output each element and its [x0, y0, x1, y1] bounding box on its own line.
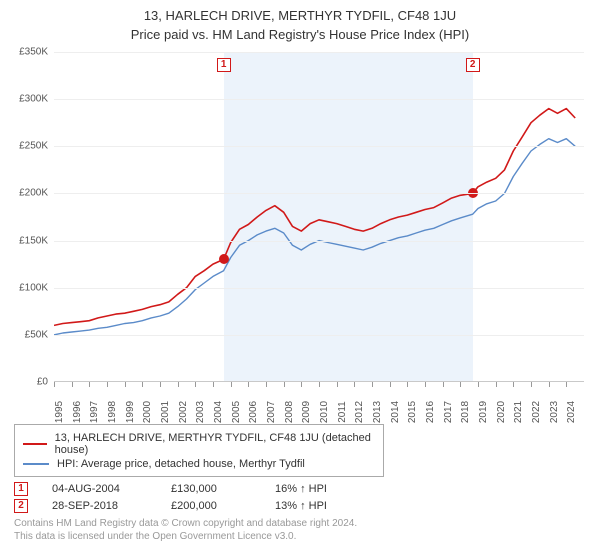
x-tick-label: 2013 [372, 401, 383, 423]
transaction-dot [219, 254, 229, 264]
x-tick-label: 2010 [319, 401, 330, 423]
x-tick-label: 2007 [266, 401, 277, 423]
transaction-box-marker: 1 [217, 58, 231, 72]
legend-swatch-hpi [23, 463, 49, 465]
title-main: 13, HARLECH DRIVE, MERTHYR TYDFIL, CF48 … [14, 8, 586, 23]
x-tick-label: 2018 [460, 401, 471, 423]
x-tick-label: 2006 [248, 401, 259, 423]
price-chart: £0£50K£100K£150K£200K£250K£300K£350K 12 … [14, 48, 586, 420]
footnote: Contains HM Land Registry data © Crown c… [14, 517, 586, 543]
y-tick-label: £200K [19, 188, 48, 199]
x-tick-label: 2022 [531, 401, 542, 423]
series-price_paid [54, 109, 575, 326]
series-svg [54, 52, 584, 382]
transaction-box-marker: 2 [466, 58, 480, 72]
legend-row-price: 13, HARLECH DRIVE, MERTHYR TYDFIL, CF48 … [23, 432, 375, 456]
x-tick-label: 2015 [407, 401, 418, 423]
grid-line [54, 241, 584, 242]
x-tick-label: 2014 [390, 401, 401, 423]
y-tick-label: £50K [25, 329, 48, 340]
title-sub: Price paid vs. HM Land Registry's House … [14, 27, 586, 42]
x-tick-label: 2019 [478, 401, 489, 423]
footnote-line: Contains HM Land Registry data © Crown c… [14, 517, 586, 530]
x-tick-label: 1996 [72, 401, 83, 423]
transaction-marker-2: 2 [14, 499, 28, 513]
x-tick-label: 2008 [284, 401, 295, 423]
x-tick-label: 2021 [513, 401, 524, 423]
y-tick-label: £300K [19, 94, 48, 105]
x-tick-label: 2000 [142, 401, 153, 423]
transaction-price: £200,000 [171, 500, 251, 512]
x-tick-label: 1998 [107, 401, 118, 423]
grid-line [54, 193, 584, 194]
x-tick-label: 2001 [160, 401, 171, 423]
transaction-row: 1 04-AUG-2004 £130,000 16% ↑ HPI [14, 482, 586, 496]
legend-swatch-price [23, 443, 47, 445]
legend-label-hpi: HPI: Average price, detached house, Mert… [57, 458, 305, 470]
x-tick-label: 2002 [178, 401, 189, 423]
footnote-line: This data is licensed under the Open Gov… [14, 530, 586, 543]
grid-line [54, 146, 584, 147]
y-tick-label: £350K [19, 47, 48, 58]
transaction-price: £130,000 [171, 483, 251, 495]
x-tick-label: 2016 [425, 401, 436, 423]
transaction-date: 04-AUG-2004 [52, 483, 147, 495]
grid-line [54, 99, 584, 100]
grid-line [54, 52, 584, 53]
x-tick-label: 1999 [125, 401, 136, 423]
plot-area: 12 [54, 52, 584, 382]
y-tick-label: £250K [19, 141, 48, 152]
x-tick-label: 2017 [443, 401, 454, 423]
x-tick-label: 2009 [301, 401, 312, 423]
legend-label-price: 13, HARLECH DRIVE, MERTHYR TYDFIL, CF48 … [55, 432, 375, 456]
x-tick-label: 2004 [213, 401, 224, 423]
transactions: 1 04-AUG-2004 £130,000 16% ↑ HPI 2 28-SE… [14, 482, 586, 513]
grid-line [54, 335, 584, 336]
x-tick-label: 1997 [89, 401, 100, 423]
series-hpi [54, 139, 575, 335]
x-tick-label: 2020 [496, 401, 507, 423]
y-tick-label: £0 [37, 377, 48, 388]
y-tick-label: £150K [19, 235, 48, 246]
transaction-marker-1: 1 [14, 482, 28, 496]
x-tick-label: 2023 [549, 401, 560, 423]
grid-line [54, 288, 584, 289]
chart-titles: 13, HARLECH DRIVE, MERTHYR TYDFIL, CF48 … [14, 8, 586, 42]
x-tick-label: 2003 [195, 401, 206, 423]
transaction-date: 28-SEP-2018 [52, 500, 147, 512]
transaction-vs-hpi: 13% ↑ HPI [275, 500, 327, 512]
x-tick-label: 2024 [566, 401, 577, 423]
transaction-vs-hpi: 16% ↑ HPI [275, 483, 327, 495]
x-tick-label: 2012 [354, 401, 365, 423]
legend: 13, HARLECH DRIVE, MERTHYR TYDFIL, CF48 … [14, 424, 384, 477]
legend-row-hpi: HPI: Average price, detached house, Mert… [23, 458, 375, 470]
x-tick-label: 2011 [337, 401, 348, 423]
transaction-row: 2 28-SEP-2018 £200,000 13% ↑ HPI [14, 499, 586, 513]
y-tick-label: £100K [19, 282, 48, 293]
x-tick-label: 1995 [54, 401, 65, 423]
x-tick-label: 2005 [231, 401, 242, 423]
